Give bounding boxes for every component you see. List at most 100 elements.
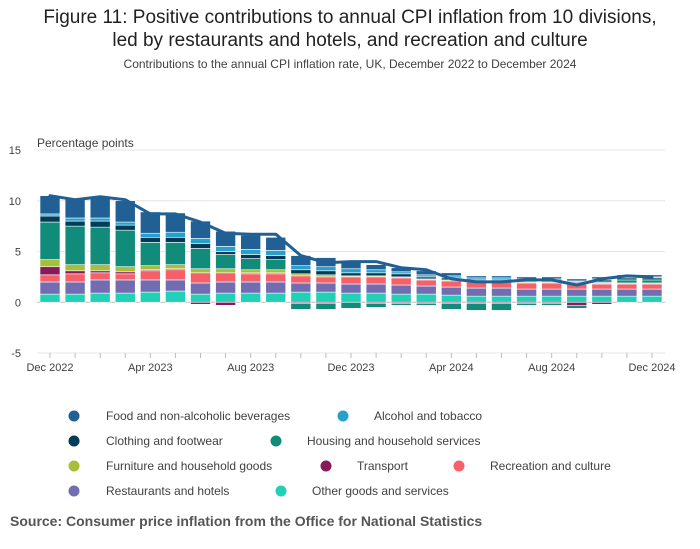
bar-segment-housing	[390, 302, 412, 306]
bar-segment-furniture	[165, 264, 186, 270]
bar-segment-recreation	[190, 272, 211, 284]
bar-segment-restaurants	[591, 288, 613, 297]
bar-segment-other	[165, 290, 186, 303]
cpi-line	[48, 194, 654, 287]
bar-segment-clothing	[215, 251, 236, 255]
bar-segment-restaurants	[240, 281, 261, 294]
bar-segment-furniture	[265, 269, 287, 274]
bar-segment-other	[541, 295, 562, 303]
chart-title-line-1: Figure 11: Positive contributions to ann…	[43, 7, 657, 28]
bar-segment-alcohol	[415, 274, 437, 278]
chart-title-line-2: led by restaurants and hotels, and recre…	[112, 30, 588, 51]
bar-segment-recreation	[516, 282, 537, 290]
bar-segment-recreation	[365, 276, 387, 285]
y-tick-label: 10	[9, 196, 21, 208]
bar-segment-other	[466, 295, 487, 303]
bar-segment-restaurants	[491, 287, 512, 297]
bar-segment-transport	[64, 270, 86, 275]
bar-segment-housing	[114, 229, 136, 268]
cpi-line-layer	[48, 194, 654, 287]
bar-segment-restaurants	[290, 282, 312, 293]
bar-segment-housing	[415, 302, 437, 306]
bar-segment-alcohol	[340, 268, 362, 274]
legend-marker-housing	[270, 435, 282, 447]
bar-segment-housing	[265, 259, 287, 271]
legend-label-transport: Transport	[357, 459, 409, 473]
bars	[39, 195, 663, 311]
bar-segment-restaurants	[340, 283, 362, 294]
bar-segment-recreation	[616, 283, 638, 290]
bar-segment-clothing	[39, 215, 61, 223]
bar-segment-transport	[566, 301, 588, 306]
bar-segment-transport	[39, 266, 61, 276]
bar-segment-recreation	[641, 283, 663, 290]
x-tick-label: Dec 2023	[327, 362, 374, 374]
bar-segment-other	[441, 294, 462, 303]
bar-segment-housing	[516, 302, 537, 306]
bar-segment-food	[365, 264, 387, 271]
bar-segment-alcohol	[491, 277, 512, 281]
x-tick-label: Dec 2024	[628, 362, 675, 374]
bar-segment-other	[39, 293, 61, 303]
bar-segment-restaurants	[541, 288, 562, 297]
legend-marker-recreation	[453, 460, 465, 472]
x-tick-label: Aug 2024	[528, 362, 575, 374]
bar-segment-alcohol	[365, 269, 387, 274]
bar-segment-other	[591, 295, 613, 303]
bar-segment-alcohol	[240, 249, 261, 255]
bar-segment-other	[140, 291, 161, 303]
bar-segment-other	[190, 293, 211, 303]
bar-segment-furniture	[240, 269, 261, 274]
bar-segment-restaurants	[114, 279, 136, 294]
legend-marker-furniture	[68, 460, 80, 472]
bar-segment-recreation	[315, 276, 337, 284]
bar-segment-restaurants	[315, 282, 337, 293]
bar-segment-other	[390, 293, 412, 303]
bar-segment-housing	[89, 226, 111, 265]
bar-segment-alcohol	[89, 217, 111, 222]
bar-segment-food	[566, 278, 588, 282]
bar-segment-recreation	[89, 272, 111, 281]
bar-segment-food	[140, 211, 161, 234]
bar-segment-transport	[215, 301, 236, 306]
y-axis-label: Percentage points	[37, 136, 134, 150]
bar-segment-recreation	[415, 279, 437, 287]
legend-marker-clothing	[68, 435, 80, 447]
bar-segment-clothing	[89, 220, 111, 228]
bar-segment-housing	[441, 302, 462, 310]
bar-segment-alcohol	[64, 217, 86, 222]
bar-segment-restaurants	[215, 281, 236, 294]
legend-marker-restaurants	[68, 485, 80, 497]
stacked-bar-chart: Percentage points -5 0 5 10 15 Dec 2022 Apr 2…	[9, 136, 676, 498]
bar-segment-other	[365, 292, 387, 303]
bar-segment-clothing	[290, 269, 312, 275]
bar-segment-furniture	[190, 268, 211, 274]
bar-segment-clothing	[190, 243, 211, 249]
bar-segment-restaurants	[516, 288, 537, 297]
bar-segment-restaurants	[140, 279, 161, 293]
bar-segment-restaurants	[39, 281, 61, 295]
bar-segment-recreation	[215, 272, 236, 283]
bar-segment-clothing	[265, 255, 287, 260]
bar-segment-food	[240, 234, 261, 250]
y-tick-label: 15	[9, 145, 21, 157]
bar-segment-housing	[616, 279, 638, 284]
bar-segment-furniture	[290, 273, 312, 277]
bar-segment-other	[340, 292, 362, 303]
bar-segment-restaurants	[566, 288, 588, 297]
bar-segment-housing	[315, 302, 337, 310]
bar-segment-transport	[89, 270, 111, 274]
bar-segment-restaurants	[415, 285, 437, 295]
bar-segment-other	[89, 292, 111, 303]
bar-segment-restaurants	[616, 288, 638, 297]
bar-segment-restaurants	[265, 281, 287, 294]
legend-marker-other	[275, 485, 287, 497]
bar-segment-clothing	[140, 236, 161, 243]
bar-segment-other	[315, 291, 337, 303]
bar-segment-alcohol	[265, 250, 287, 256]
bar-segment-transport	[114, 271, 136, 275]
legend-label-recreation: Recreation and culture	[490, 459, 611, 473]
legend-label-food: Food and non-alcoholic beverages	[106, 409, 290, 423]
bar-segment-furniture	[64, 264, 86, 272]
bar-segment-restaurants	[89, 279, 111, 294]
